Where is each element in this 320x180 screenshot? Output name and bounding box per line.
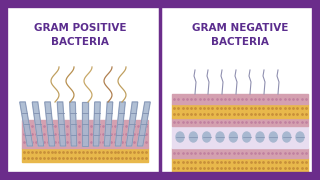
Bar [172,118,308,126]
Polygon shape [20,102,33,146]
Ellipse shape [283,132,291,142]
Polygon shape [104,102,113,146]
Bar [172,148,308,158]
Ellipse shape [296,132,304,142]
Bar [22,148,148,162]
Bar [172,126,308,148]
Ellipse shape [243,132,251,142]
Polygon shape [45,102,55,146]
Bar [172,94,308,104]
Ellipse shape [216,132,224,142]
Ellipse shape [256,132,264,142]
Polygon shape [57,102,66,146]
Polygon shape [82,102,88,146]
Polygon shape [126,102,138,146]
Text: BACTERIA: BACTERIA [51,37,109,47]
Bar [172,104,308,118]
Ellipse shape [229,132,237,142]
Text: GRAM POSITIVE: GRAM POSITIVE [34,23,126,33]
Polygon shape [93,102,100,146]
Polygon shape [70,102,77,146]
Bar [22,120,148,148]
Bar [172,158,308,172]
Polygon shape [32,102,44,146]
Ellipse shape [269,132,277,142]
Polygon shape [115,102,125,146]
Ellipse shape [203,132,211,142]
Polygon shape [137,102,150,146]
Text: GRAM NEGATIVE: GRAM NEGATIVE [192,23,288,33]
Ellipse shape [176,132,184,142]
Ellipse shape [189,132,197,142]
Text: BACTERIA: BACTERIA [211,37,269,47]
